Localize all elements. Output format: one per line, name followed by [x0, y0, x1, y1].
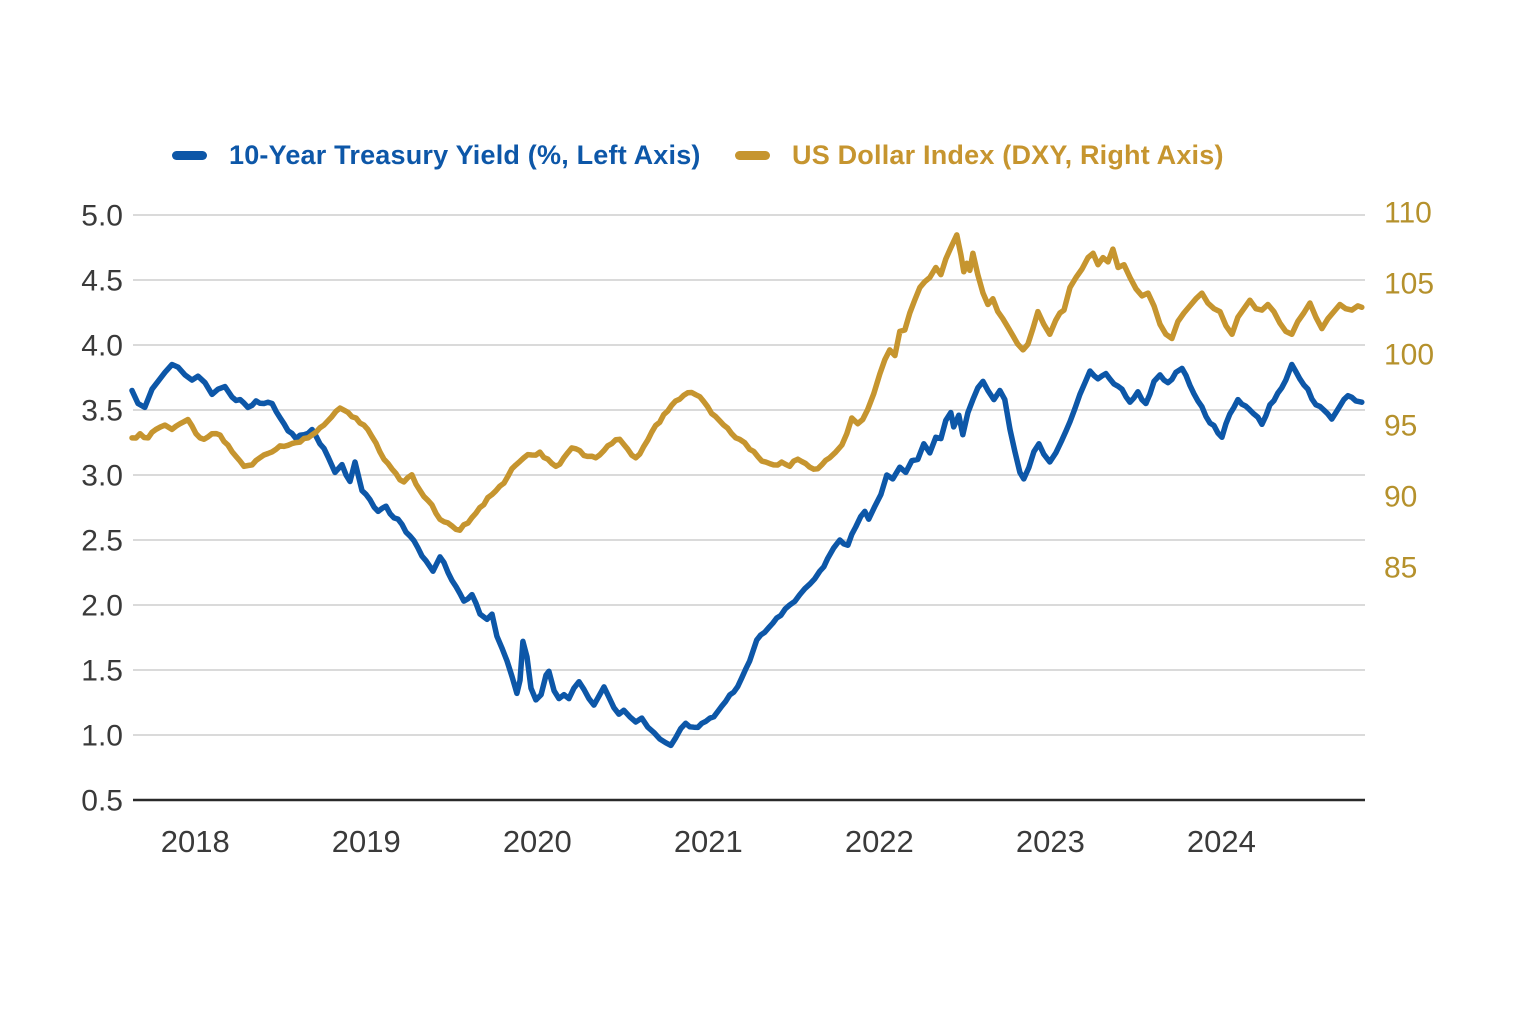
left-axis-tick-label: 1.0: [81, 720, 123, 753]
left-axis-tick-label: 1.5: [81, 655, 123, 688]
legend-swatch-treasury-yield-icon: [172, 150, 207, 160]
left-axis-tick-label: 0.5: [81, 785, 123, 818]
left-axis-tick-label: 5.0: [81, 200, 123, 233]
left-axis-tick-label: 4.0: [81, 330, 123, 363]
x-axis-tick-label: 2021: [674, 824, 743, 859]
x-axis-tick-label: 2018: [161, 824, 230, 859]
x-axis-tick-label: 2024: [1187, 824, 1256, 859]
right-axis-tick-label: 90: [1384, 480, 1417, 513]
right-axis-tick-label: 100: [1384, 338, 1434, 371]
legend-item-treasury-yield: 10-Year Treasury Yield (%, Left Axis): [172, 138, 701, 172]
x-axis-tick-label: 2023: [1016, 824, 1085, 859]
left-axis-tick-label: 3.0: [81, 460, 123, 493]
legend-label-treasury-yield: 10-Year Treasury Yield (%, Left Axis): [229, 139, 701, 170]
left-axis-tick-label: 3.5: [81, 395, 123, 428]
right-axis-tick-label: 105: [1384, 267, 1434, 300]
right-axis-tick-label: 85: [1384, 551, 1417, 584]
left-axis-tick-label: 2.0: [81, 590, 123, 623]
x-axis-tick-label: 2019: [332, 824, 401, 859]
x-axis-tick-label: 2022: [845, 824, 914, 859]
legend-swatch-dxy-icon: [735, 150, 770, 160]
left-axis-tick-label: 4.5: [81, 265, 123, 298]
right-axis-tick-label: 95: [1384, 409, 1417, 442]
chart-legend: 10-Year Treasury Yield (%, Left Axis) US…: [0, 138, 1536, 172]
treasury_yield-line: [129, 361, 1365, 749]
right-axis-tick-label: 110: [1384, 197, 1432, 230]
dxy-line: [129, 232, 1365, 533]
legend-label-dxy: US Dollar Index (DXY, Right Axis): [792, 139, 1224, 170]
legend-item-dxy: US Dollar Index (DXY, Right Axis): [735, 138, 1224, 172]
left-axis-tick-label: 2.5: [81, 525, 123, 558]
x-axis-tick-label: 2020: [503, 824, 572, 859]
